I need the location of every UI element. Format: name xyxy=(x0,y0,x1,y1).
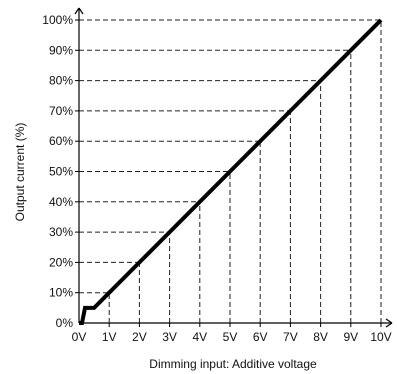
x-tick-label: 9V xyxy=(343,330,358,344)
x-tick-label: 8V xyxy=(313,330,328,344)
x-tick-label: 0V xyxy=(72,330,87,344)
x-tick-label: 4V xyxy=(192,330,207,344)
grid xyxy=(79,19,382,323)
y-tick-label: 50% xyxy=(49,165,73,179)
y-tick-label: 30% xyxy=(49,225,73,239)
x-tick-label: 5V xyxy=(223,330,238,344)
y-tick-label: 0% xyxy=(56,316,74,330)
y-tick-label: 70% xyxy=(49,104,73,118)
y-axis-title: Output current (%) xyxy=(13,123,27,222)
y-tick-label: 90% xyxy=(49,43,73,57)
y-tick-label: 10% xyxy=(49,286,73,300)
y-axis-arrow xyxy=(78,7,84,15)
x-tick-label: 10V xyxy=(370,330,391,344)
x-axis-arrow xyxy=(385,322,393,328)
series-line xyxy=(79,18,383,325)
x-tick-label: 6V xyxy=(253,330,268,344)
x-tick-labels: 0V 1V 2V 3V 4V 5V 6V 7V 8V 9V 10V xyxy=(72,330,392,344)
x-axis-title: Dimming input: Additive voltage xyxy=(149,357,317,371)
y-tick-label: 20% xyxy=(49,255,73,269)
x-tick-label: 2V xyxy=(132,330,147,344)
y-tick-labels: 0% 10% 20% 30% 40% 50% 60% 70% 80% 90% 100% xyxy=(42,13,73,330)
y-tick-label: 100% xyxy=(42,13,73,27)
x-tick-label: 7V xyxy=(283,330,298,344)
y-axis-arrow xyxy=(74,7,80,15)
x-axis-arrow xyxy=(385,318,393,324)
axes xyxy=(74,7,393,328)
y-tick-label: 60% xyxy=(49,134,73,148)
y-tick-label: 80% xyxy=(49,74,73,88)
x-tick-label: 3V xyxy=(162,330,177,344)
x-tick-label: 1V xyxy=(102,330,117,344)
series xyxy=(79,18,383,325)
y-tick-label: 40% xyxy=(49,195,73,209)
